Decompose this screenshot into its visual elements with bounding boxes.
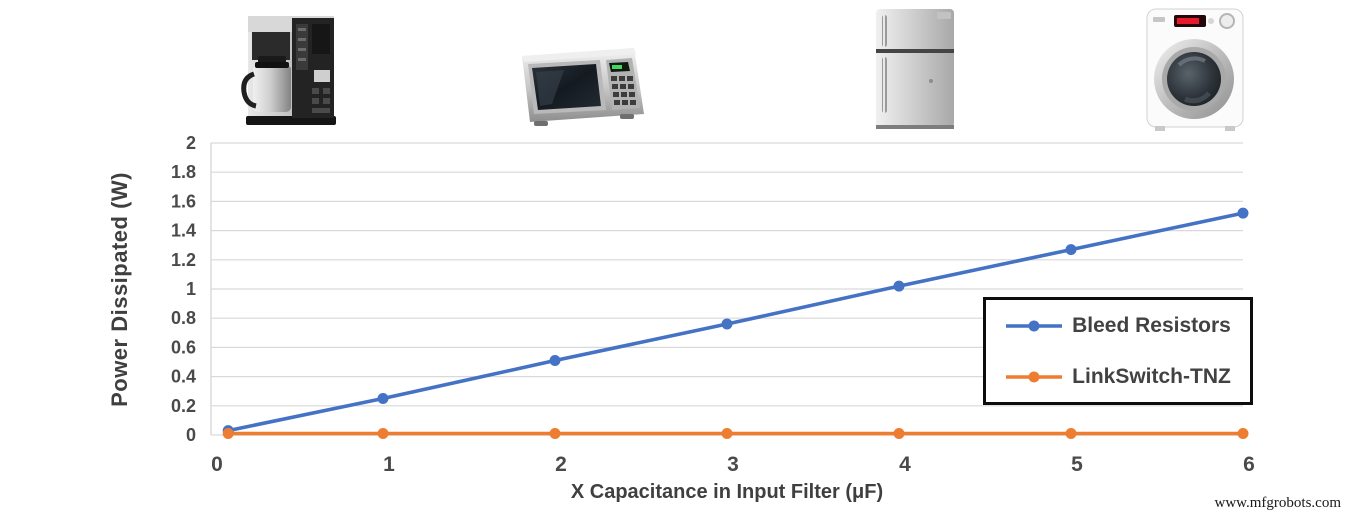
chart-legend: Bleed Resistors LinkSwitch-TNZ [983, 297, 1253, 405]
data-point-marker [1237, 428, 1249, 440]
x-tick-label: 3 [727, 453, 739, 476]
x-tick-label: 2 [555, 453, 567, 476]
data-point-marker [377, 428, 389, 440]
y-tick-label: 1.8 [171, 162, 196, 182]
watermark-text: www.mfgrobots.com [1214, 495, 1341, 511]
legend-item-linkswitch-tnz: LinkSwitch-TNZ [1005, 365, 1231, 389]
data-point-marker [1065, 428, 1077, 440]
y-tick-label: 1.4 [171, 221, 196, 241]
x-axis-title: X Capacitance in Input Filter (μF) [570, 481, 884, 503]
refrigerator-image [867, 5, 963, 140]
y-tick-label: 1.6 [171, 191, 196, 211]
y-tick-label: 0.2 [171, 396, 196, 416]
coffee-maker-image [232, 12, 348, 135]
data-point-marker [1065, 244, 1077, 256]
line-marker-icon [1006, 371, 1063, 382]
y-tick-label: 1.2 [171, 250, 196, 270]
data-point-marker [549, 428, 561, 440]
y-tick-label: 0.4 [171, 367, 196, 387]
y-tick-label: 0.6 [171, 337, 196, 357]
x-tick-label: 0 [211, 453, 223, 476]
washing-machine-image [1141, 5, 1250, 138]
x-tick-label: 6 [1243, 453, 1255, 476]
y-tick-label: 0 [186, 425, 196, 445]
data-point-marker [549, 355, 561, 367]
data-point-marker [721, 318, 733, 330]
y-tick-label: 0.8 [171, 308, 196, 328]
y-axis-title: Power Dissipated (W) [100, 143, 140, 435]
legend-label: LinkSwitch-TNZ [1072, 364, 1231, 388]
line-marker-icon [1006, 320, 1063, 331]
x-tick-label: 4 [899, 453, 911, 476]
y-tick-label: 2 [186, 133, 196, 153]
data-point-marker [893, 428, 905, 440]
y-axis-title-text: Power Dissipated (W) [107, 171, 132, 407]
y-tick-label: 1 [186, 279, 196, 299]
data-point-marker [222, 428, 234, 440]
data-point-marker [1237, 207, 1249, 219]
x-tick-label: 5 [1071, 453, 1083, 476]
x-tick-label: 1 [383, 453, 395, 476]
data-point-marker [721, 428, 733, 440]
data-point-marker [893, 280, 905, 292]
microwave-oven-image [512, 42, 650, 135]
data-point-marker [377, 393, 389, 404]
legend-label: Bleed Resistors [1072, 313, 1231, 337]
legend-item-bleed-resistors: Bleed Resistors [1005, 314, 1231, 338]
